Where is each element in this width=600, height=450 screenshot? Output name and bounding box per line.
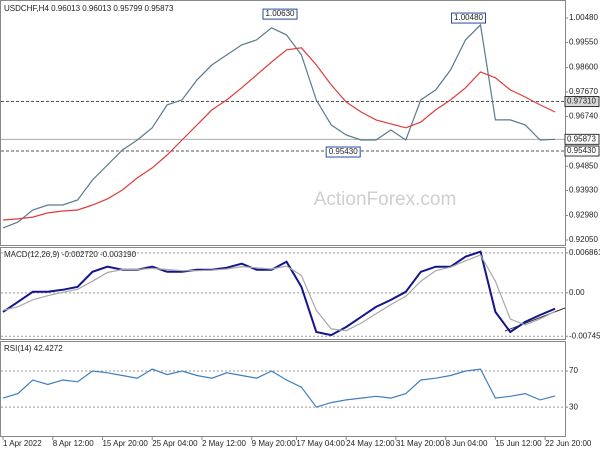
x-tick-label: 25 Apr 04:00 (152, 439, 198, 448)
x-tick-label: 22 Jun 20:00 (545, 439, 592, 448)
x-tick-label: 24 May 12:00 (346, 439, 395, 448)
y-tick-label: 0.98600 (569, 63, 598, 72)
x-tick-label: 15 Apr 20:00 (102, 439, 148, 448)
x-tick-label: 8 Jun 04:00 (446, 439, 488, 448)
peak-label: 1.00480 (454, 13, 483, 22)
panel-title: RSI(14) 42.4272 (4, 344, 63, 353)
y-tick-label: 0.92050 (569, 235, 598, 244)
y-tick-label: 0.99550 (569, 38, 598, 47)
price-panel (0, 0, 566, 246)
current-label: 0.95873 (567, 134, 596, 143)
series-line (2, 254, 556, 332)
level-tag (564, 96, 600, 108)
panel-title: USDCHF,H4 0.96013 0.96013 0.95799 0.9587… (4, 4, 174, 13)
x-tick-label: 1 Apr 2022 (3, 439, 42, 448)
peak-tag (451, 12, 487, 24)
y-tick-label: 0.96740 (569, 112, 598, 121)
watermark: ActionForex.com (314, 189, 457, 210)
x-tick-label: 2 May 12:00 (202, 439, 247, 448)
y-tick-label: 0.00 (569, 288, 585, 297)
y-tick-label: 30 (569, 402, 578, 411)
peak-label: 1.00630 (266, 9, 295, 18)
x-tick-label: 8 Apr 12:00 (53, 439, 94, 448)
current-tag (564, 133, 600, 145)
y-tick-label: 1.00480 (569, 13, 598, 22)
x-tick-label: 31 May 20:00 (396, 439, 445, 448)
x-tick-label: 17 May 04:00 (296, 439, 345, 448)
peak-tag (262, 8, 298, 20)
x-tick-label: 9 May 20:00 (252, 439, 297, 448)
peak-tag (325, 146, 361, 158)
series-line (2, 47, 556, 221)
x-tick-label: 15 Jun 12:00 (495, 439, 542, 448)
macd-panel (0, 247, 566, 340)
level-label: 0.97310 (567, 97, 596, 106)
peak-label: 0.95430 (329, 147, 358, 156)
y-tick-label: 0.006861 (569, 248, 600, 257)
y-tick-label: 0.94850 (569, 161, 598, 170)
rsi-panel (0, 341, 566, 437)
y-tick-label: 0.92980 (569, 211, 598, 220)
y-tick-label: 70 (569, 366, 578, 375)
y-tick-label: 0.93930 (569, 186, 598, 195)
y-tick-label: 0.97670 (569, 87, 598, 96)
panel-title: MACD(12,26,9) -0.002720 -0.003190 (4, 250, 137, 259)
series-line (2, 368, 556, 408)
level-label: 0.95430 (567, 146, 596, 155)
y-tick-label: -0.007454 (569, 331, 600, 340)
series-line (2, 250, 556, 337)
level-tag (564, 145, 600, 157)
series-line (2, 23, 556, 229)
